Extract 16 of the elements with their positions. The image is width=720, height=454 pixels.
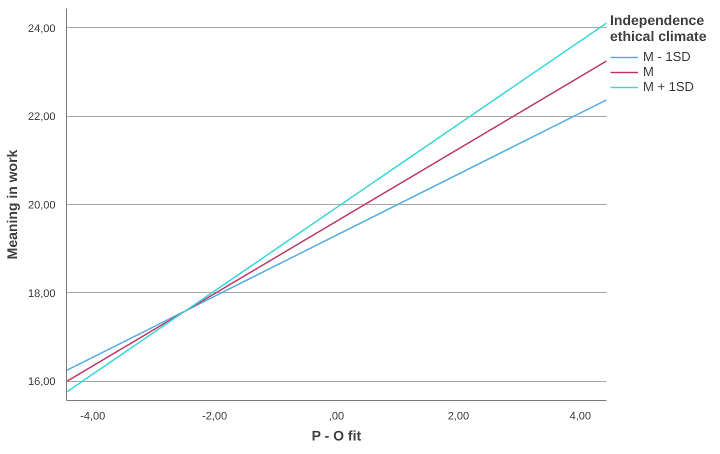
y-tick-label: 22,00 bbox=[28, 111, 56, 124]
legend-label: M - 1SD bbox=[643, 49, 691, 64]
legend-title: Independence ethical climate bbox=[610, 12, 706, 44]
x-tick-label: -4,00 bbox=[80, 410, 106, 422]
y-tick-label: 24,00 bbox=[28, 22, 56, 35]
x-tick-label: ,00 bbox=[328, 410, 344, 422]
x-tick-label: 2,00 bbox=[448, 410, 470, 422]
x-axis-title: P - O fit bbox=[312, 428, 362, 444]
y-axis-title: Meaning in work bbox=[4, 149, 20, 260]
y-tick-label: 16,00 bbox=[28, 376, 56, 388]
legend-label: M + 1SD bbox=[643, 79, 694, 94]
x-tick-label: -2,00 bbox=[202, 410, 228, 422]
x-tick-label: 4,00 bbox=[570, 410, 592, 422]
y-tick-label: 20,00 bbox=[28, 200, 56, 212]
legend-label: M bbox=[643, 64, 655, 79]
y-tick-label: 18,00 bbox=[28, 288, 56, 300]
